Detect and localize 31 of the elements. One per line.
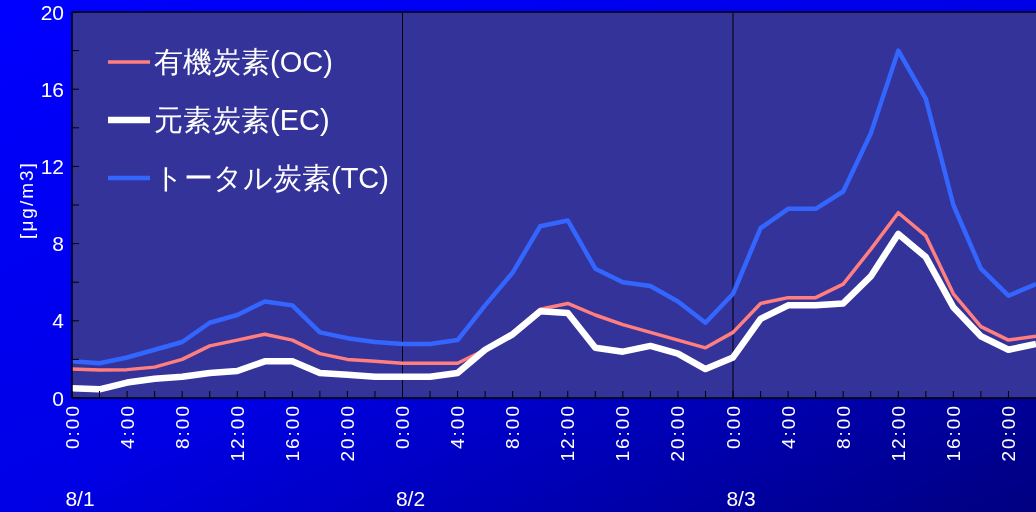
x-tick-label: 20:00 [997, 404, 1019, 462]
text: 8/2 [395, 487, 426, 510]
y-tick-label: 4 [52, 309, 65, 333]
legend-label: トータル炭素(TC) [154, 162, 389, 194]
x-tick-label: 12:00 [887, 404, 909, 462]
y-tick-label: 8 [52, 232, 64, 256]
legend-label: 元素炭素(EC) [154, 104, 330, 136]
x-tick-label: 8:00 [502, 404, 524, 449]
y-axis-title: [μg/m3] [15, 161, 37, 239]
x-tick-label: 0:00 [61, 404, 83, 449]
x-tick-label: 0:00 [392, 404, 414, 449]
x-tick-label: 4:00 [777, 404, 799, 449]
x-tick-label: 8:00 [832, 404, 854, 449]
text: 8/3 [726, 487, 756, 510]
x-tick-label: 20:00 [667, 404, 689, 462]
y-tick-label: 20 [40, 0, 64, 24]
x-tick-label: 20:00 [336, 404, 358, 462]
x-tick-label: 12:00 [226, 404, 248, 462]
x-tick-label: 4:00 [447, 404, 469, 449]
y-tick-label: 12 [40, 154, 64, 178]
x-tick-label: 0:00 [722, 404, 744, 449]
x-tick-label: 4:00 [116, 404, 138, 449]
x-tick-label: 8:00 [171, 404, 193, 449]
text: 8/1 [65, 487, 95, 510]
legend-label: 有機炭素(OC) [154, 46, 333, 78]
x-tick-label: 12:00 [557, 404, 579, 462]
x-tick-label: 16:00 [281, 404, 303, 462]
y-tick-label: 16 [40, 77, 64, 101]
y-tick-label: 0 [52, 386, 64, 410]
x-tick-label: 16:00 [942, 404, 964, 462]
x-tick-label: 16:00 [612, 404, 634, 462]
